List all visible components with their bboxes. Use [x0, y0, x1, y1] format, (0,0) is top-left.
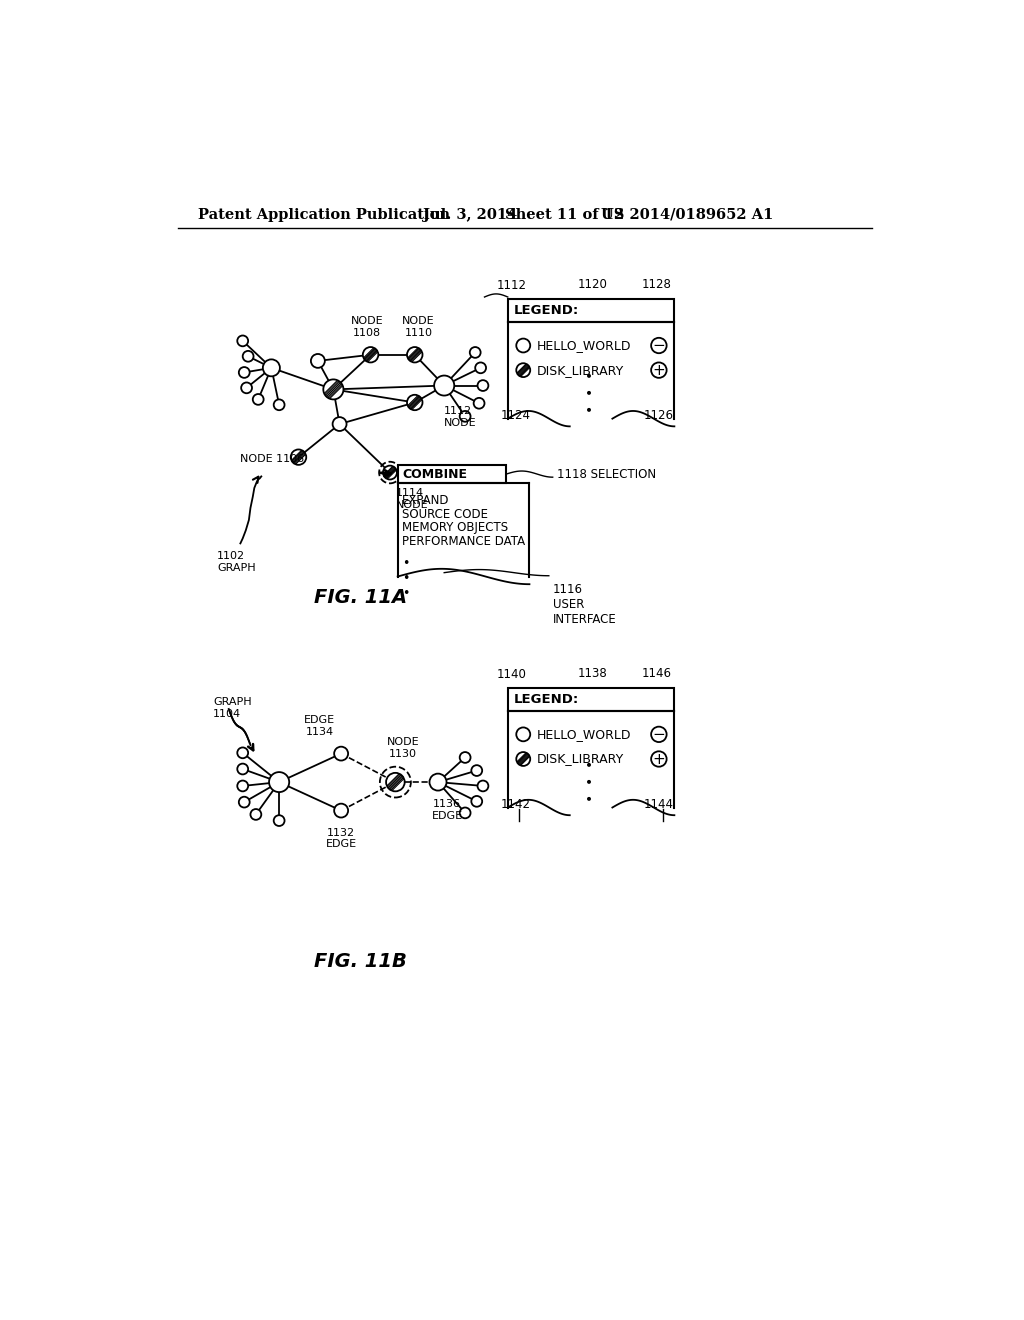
Circle shape	[241, 383, 252, 393]
Circle shape	[651, 338, 667, 354]
Circle shape	[243, 351, 254, 362]
Circle shape	[291, 449, 306, 465]
Bar	[397, 465, 506, 483]
Text: 1124: 1124	[501, 409, 530, 421]
Circle shape	[386, 774, 404, 792]
Circle shape	[516, 339, 530, 352]
Text: LEGEND:: LEGEND:	[514, 305, 580, 317]
Circle shape	[239, 797, 250, 808]
Circle shape	[470, 347, 480, 358]
Circle shape	[238, 747, 248, 758]
Circle shape	[460, 411, 471, 422]
Text: 1142: 1142	[501, 797, 530, 810]
Text: +: +	[652, 363, 666, 378]
Circle shape	[362, 347, 378, 363]
Circle shape	[269, 772, 289, 792]
Text: Patent Application Publication: Patent Application Publication	[198, 207, 450, 222]
Text: EXPAND: EXPAND	[402, 494, 450, 507]
Circle shape	[651, 751, 667, 767]
Circle shape	[471, 796, 482, 807]
Circle shape	[238, 780, 248, 792]
Text: US 2014/0189652 A1: US 2014/0189652 A1	[601, 207, 773, 222]
Text: −: −	[652, 338, 666, 352]
Circle shape	[474, 397, 484, 409]
Circle shape	[333, 417, 346, 432]
Text: FIG. 11B: FIG. 11B	[314, 952, 407, 972]
Circle shape	[460, 752, 471, 763]
Text: 1116
USER
INTERFACE: 1116 USER INTERFACE	[553, 582, 616, 626]
Circle shape	[429, 774, 446, 791]
Circle shape	[324, 379, 343, 400]
Text: •
•
•: • • •	[402, 557, 410, 601]
Text: 1144: 1144	[644, 797, 674, 810]
Circle shape	[516, 727, 530, 742]
Text: •  •  •: • • •	[584, 759, 598, 801]
Text: 1112
NODE: 1112 NODE	[444, 407, 477, 428]
Circle shape	[273, 400, 285, 411]
Text: DISK_LIBRARY: DISK_LIBRARY	[538, 363, 625, 376]
Text: −: −	[652, 727, 666, 742]
Text: 1140: 1140	[497, 668, 526, 681]
Circle shape	[477, 780, 488, 792]
Text: Jul. 3, 2014: Jul. 3, 2014	[423, 207, 517, 222]
Text: 1102
GRAPH: 1102 GRAPH	[217, 552, 256, 573]
Circle shape	[238, 763, 248, 775]
Text: 1136
EDGE: 1136 EDGE	[432, 799, 463, 821]
Text: HELLO_WORLD: HELLO_WORLD	[538, 339, 632, 352]
Circle shape	[251, 809, 261, 820]
Circle shape	[516, 363, 530, 378]
Circle shape	[383, 466, 397, 479]
Text: 1128: 1128	[642, 277, 672, 290]
Text: EDGE
1134: EDGE 1134	[304, 715, 335, 737]
Circle shape	[263, 359, 280, 376]
Circle shape	[311, 354, 325, 368]
Circle shape	[273, 816, 285, 826]
Text: NODE
1110: NODE 1110	[402, 317, 435, 338]
Circle shape	[460, 808, 471, 818]
Text: DISK_LIBRARY: DISK_LIBRARY	[538, 752, 625, 766]
Text: 1112: 1112	[497, 280, 526, 292]
Circle shape	[407, 347, 423, 363]
Bar	[508, 688, 675, 711]
Circle shape	[239, 367, 250, 378]
Circle shape	[334, 747, 348, 760]
Text: 1132
EDGE: 1132 EDGE	[326, 828, 356, 849]
Text: COMBINE: COMBINE	[402, 467, 467, 480]
Bar	[508, 300, 675, 322]
Circle shape	[475, 363, 486, 374]
Text: MEMORY OBJECTS: MEMORY OBJECTS	[402, 521, 509, 535]
Text: PERFORMANCE DATA: PERFORMANCE DATA	[402, 536, 525, 548]
Text: NODE
1130: NODE 1130	[387, 738, 420, 759]
Text: GRAPH
1104: GRAPH 1104	[213, 697, 252, 719]
Text: NODE
1108: NODE 1108	[350, 317, 383, 338]
Text: FIG. 11A: FIG. 11A	[314, 589, 408, 607]
Text: NODE 1106: NODE 1106	[241, 454, 304, 463]
Circle shape	[516, 752, 530, 766]
Text: Sheet 11 of 12: Sheet 11 of 12	[506, 207, 625, 222]
Text: LEGEND:: LEGEND:	[514, 693, 580, 706]
Circle shape	[477, 380, 488, 391]
Text: +: +	[652, 751, 666, 767]
Circle shape	[651, 726, 667, 742]
Text: HELLO_WORLD: HELLO_WORLD	[538, 727, 632, 741]
Text: 1126: 1126	[644, 409, 674, 421]
Text: SOURCE CODE: SOURCE CODE	[402, 508, 488, 520]
Circle shape	[471, 766, 482, 776]
Circle shape	[253, 395, 263, 405]
Circle shape	[334, 804, 348, 817]
Circle shape	[238, 335, 248, 346]
Text: 1114
NODE: 1114 NODE	[396, 488, 429, 510]
Circle shape	[434, 376, 455, 396]
Text: •  •  •: • • •	[584, 371, 598, 413]
Text: 1118 SELECTION: 1118 SELECTION	[557, 467, 655, 480]
Text: 1146: 1146	[642, 667, 672, 680]
Circle shape	[651, 363, 667, 378]
Text: 1138: 1138	[579, 667, 608, 680]
Circle shape	[407, 395, 423, 411]
Text: 1120: 1120	[579, 277, 608, 290]
